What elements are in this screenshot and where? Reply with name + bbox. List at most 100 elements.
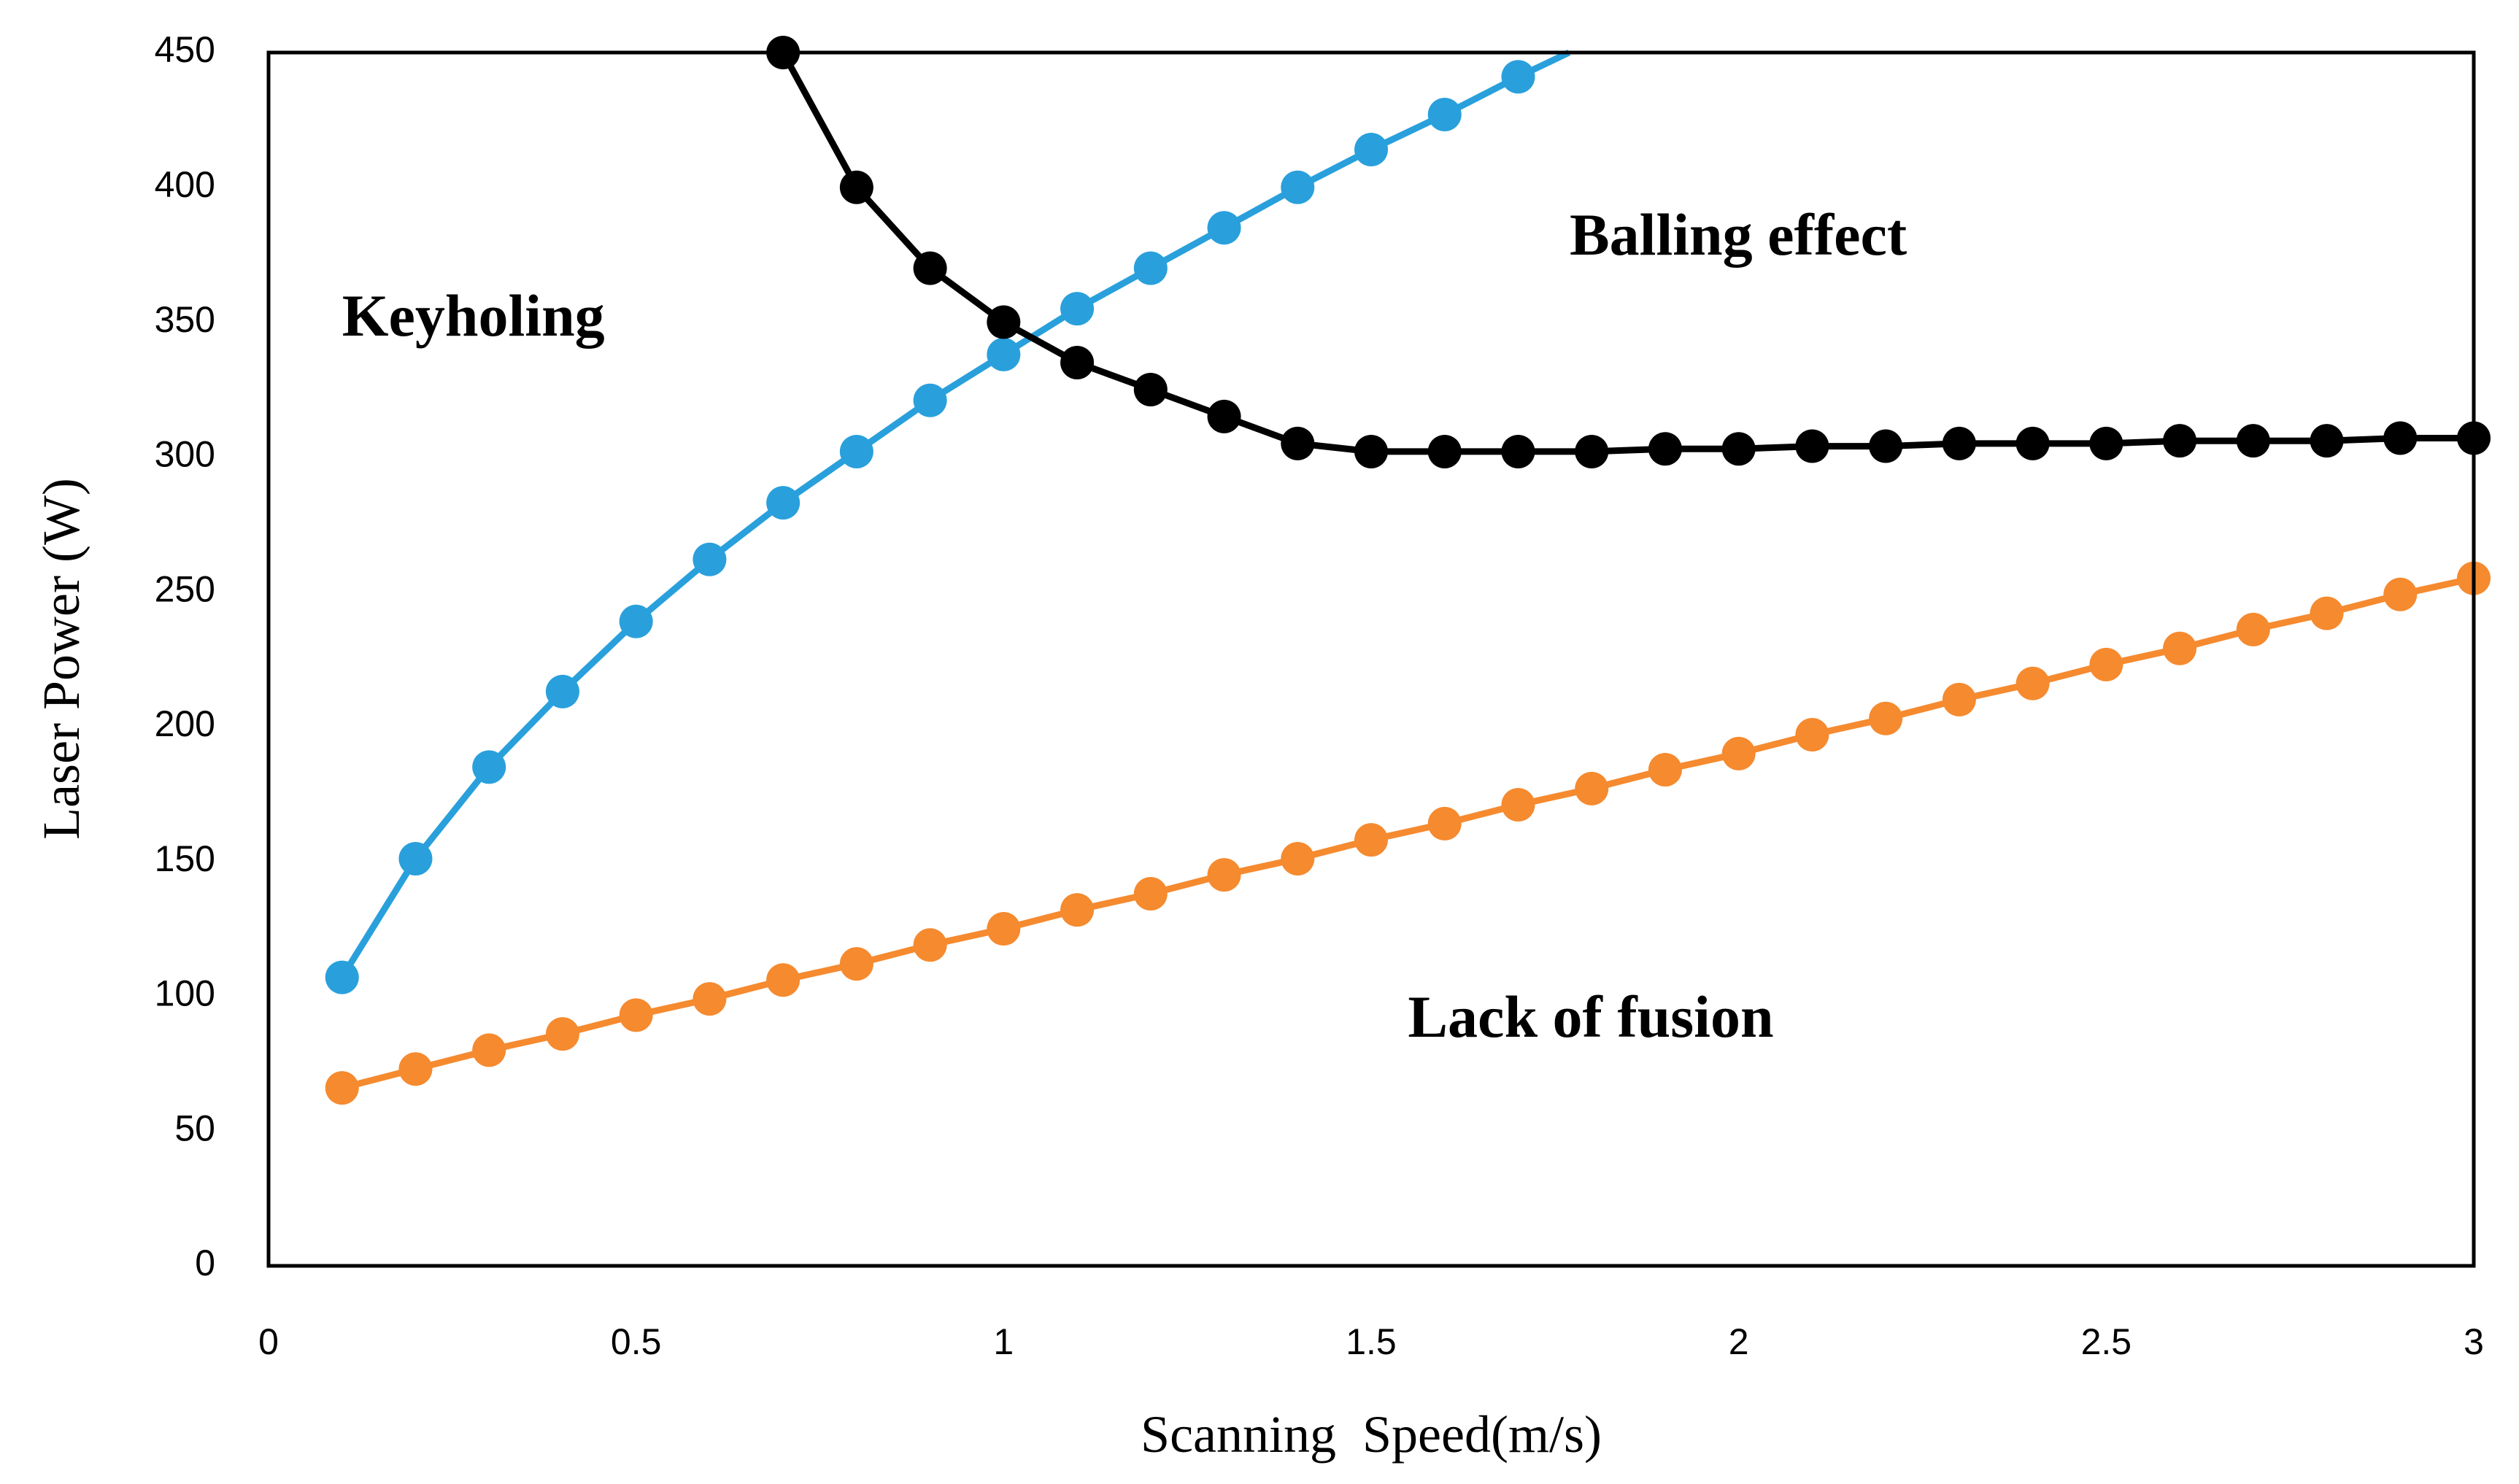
data-point xyxy=(1354,133,1388,167)
data-point xyxy=(2383,421,2418,455)
data-point xyxy=(1207,399,1241,433)
x-tick-label: 0.5 xyxy=(611,1321,662,1362)
data-point xyxy=(693,542,727,576)
data-point xyxy=(1207,858,1241,892)
y-tick-label: 50 xyxy=(174,1108,215,1148)
data-point xyxy=(987,305,1021,339)
x-axis-ticks: 0 0.5 1 1.5 2 2.5 3 xyxy=(258,1321,2484,1362)
data-point xyxy=(1721,736,1756,770)
data-point xyxy=(1648,432,1682,466)
x-tick-label: 3 xyxy=(2464,1321,2484,1362)
data-point xyxy=(2383,577,2418,611)
data-point xyxy=(987,337,1021,371)
data-point xyxy=(398,841,433,876)
region-label: Lack of fusion xyxy=(1408,983,1773,1050)
y-tick-label: 350 xyxy=(155,299,215,340)
data-point xyxy=(1795,429,1829,463)
data-point xyxy=(1721,432,1756,466)
data-point xyxy=(1427,97,1462,131)
data-point xyxy=(1942,426,1976,460)
data-point xyxy=(913,251,947,285)
annotation-layer: Keyholing Balling effect Lack of fusion xyxy=(342,201,1907,1050)
x-axis-title: Scanning Speed(m/s) xyxy=(1141,1405,1602,1464)
data-point xyxy=(1427,434,1462,468)
data-point xyxy=(1648,753,1682,787)
data-point xyxy=(1575,434,1609,468)
data-point xyxy=(398,1052,433,1086)
data-point xyxy=(1869,429,1903,463)
y-tick-label: 250 xyxy=(155,568,215,609)
data-point xyxy=(1575,771,1609,805)
data-point xyxy=(1281,426,1315,460)
data-point xyxy=(2163,631,2197,665)
data-point xyxy=(1942,682,1976,716)
y-tick-label: 400 xyxy=(155,164,215,205)
data-point xyxy=(1060,893,1095,927)
data-point xyxy=(987,912,1021,946)
x-tick-label: 1 xyxy=(993,1321,1014,1362)
region-label: Keyholing xyxy=(342,282,605,349)
data-point xyxy=(2310,424,2344,458)
series-layer xyxy=(325,36,2491,1105)
data-point xyxy=(472,750,506,784)
data-point xyxy=(766,486,801,520)
y-tick-label: 300 xyxy=(155,434,215,475)
data-point xyxy=(619,604,653,638)
data-point xyxy=(1501,60,1535,94)
data-point xyxy=(1133,372,1168,406)
x-tick-label: 1.5 xyxy=(1346,1321,1397,1362)
data-point xyxy=(1795,717,1829,751)
data-point xyxy=(839,947,873,981)
data-point xyxy=(1427,806,1462,840)
data-point xyxy=(325,1071,359,1105)
x-tick-label: 0 xyxy=(258,1321,279,1362)
data-point xyxy=(1354,823,1388,857)
data-point xyxy=(913,928,947,962)
x-tick-label: 2.5 xyxy=(2081,1321,2132,1362)
x-tick-label: 2 xyxy=(1729,1321,1749,1362)
data-point xyxy=(2089,647,2123,681)
data-point xyxy=(1060,292,1095,326)
data-point xyxy=(839,170,873,204)
y-tick-label: 0 xyxy=(195,1243,215,1283)
y-tick-label: 450 xyxy=(155,29,215,70)
series-3 xyxy=(325,561,2491,1105)
y-axis-title: Laser Power (W) xyxy=(32,478,90,840)
y-tick-label: 200 xyxy=(155,703,215,744)
data-point xyxy=(545,674,579,708)
plot-area-frame xyxy=(266,50,2476,1268)
data-point xyxy=(619,998,653,1032)
series-1 xyxy=(325,49,1571,994)
y-axis-ticks: 0 50 100 150 200 250 300 350 400 450 xyxy=(155,29,215,1283)
data-point xyxy=(2089,426,2123,460)
y-tick-label: 100 xyxy=(155,973,215,1014)
series-2 xyxy=(766,36,2491,468)
region-label: Balling effect xyxy=(1570,201,1907,268)
data-point xyxy=(2236,612,2270,646)
data-point xyxy=(1133,877,1168,911)
y-tick-label: 150 xyxy=(155,838,215,879)
data-point xyxy=(1060,345,1095,379)
data-point xyxy=(1501,788,1535,822)
data-point xyxy=(1501,434,1535,468)
data-point xyxy=(1354,434,1388,468)
data-point xyxy=(2163,424,2197,458)
data-point xyxy=(1281,841,1315,876)
data-point xyxy=(2015,666,2050,700)
data-point xyxy=(2236,424,2270,458)
data-point xyxy=(693,982,727,1016)
data-point xyxy=(2310,596,2344,630)
data-point xyxy=(839,434,873,468)
data-point xyxy=(766,963,801,997)
data-point xyxy=(1281,170,1315,204)
data-point xyxy=(2015,426,2050,460)
data-point xyxy=(913,383,947,417)
data-point xyxy=(1133,251,1168,285)
data-point xyxy=(472,1033,506,1067)
data-point xyxy=(1207,211,1241,245)
data-point xyxy=(545,1017,579,1051)
data-point xyxy=(325,960,359,994)
data-point xyxy=(1869,701,1903,735)
